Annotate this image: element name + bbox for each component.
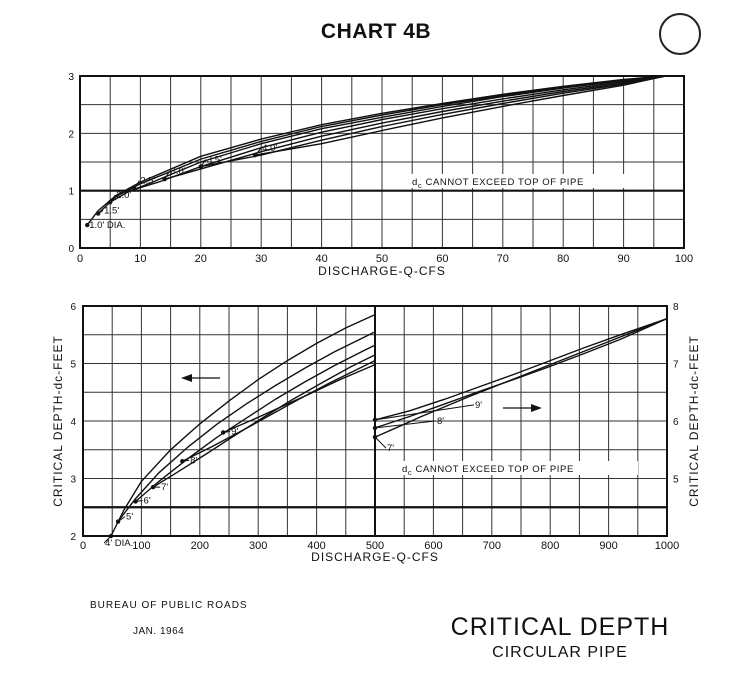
x-tick-label: 1000 [655, 540, 679, 552]
series-label-leader [164, 170, 170, 180]
series-label: 7' [161, 482, 168, 493]
series-label-leader [223, 431, 231, 433]
y-tick-label: 2 [70, 532, 76, 543]
x-tick-label: 600 [424, 540, 442, 552]
x-tick-label: 400 [307, 540, 325, 552]
series-label: 2.0' [116, 190, 131, 201]
series-label: 2.5' [140, 176, 155, 187]
x-tick-label: 0 [77, 253, 83, 265]
corner-circle-mark [659, 13, 701, 55]
series-label: 8' [437, 416, 444, 427]
series-label: 9' [231, 427, 238, 438]
footer-subtitle: CIRCULAR PIPE [492, 644, 628, 661]
y-tick-label: 1 [68, 187, 74, 198]
bottom-right-chart: 7' 8' 9' 600 700 800 900 1000 5 6 7 8 CRITICAL DEPTH… [372, 302, 701, 552]
date-label: JAN. 1964 [133, 626, 185, 637]
x-tick-label: 200 [191, 540, 209, 552]
y-tick-label: 5 [673, 475, 679, 486]
y-tick-label: 8 [673, 302, 679, 313]
y-axis-label: CRITICAL DEPTH-dc-FEET [51, 335, 65, 507]
x-tick-label: 0 [80, 540, 86, 552]
series-label: 4' DIA. [105, 538, 133, 549]
annotation-background [408, 174, 640, 188]
series-line [222, 363, 376, 434]
series-label-leader [374, 404, 475, 421]
series-label-leader [135, 500, 143, 502]
series-label: 3.0' [171, 166, 186, 177]
series-label-leader [374, 420, 437, 429]
x-tick-label: 100 [675, 253, 693, 265]
series-label: 9' [475, 400, 482, 411]
series-label-leader [97, 210, 104, 215]
series-line [374, 317, 668, 421]
y-tick-label: 6 [70, 302, 76, 313]
annotation-text: dc CANNOT EXCEED TOP OF PIPE [402, 464, 574, 477]
x-tick-label: 40 [315, 253, 327, 265]
series-label: 6' [144, 496, 151, 507]
chart-title: CHART 4B [320, 20, 432, 43]
x-tick-label: 300 [249, 540, 267, 552]
series-line [86, 75, 666, 226]
annotation-text: dc CANNOT EXCEED TOP OF PIPE [412, 177, 584, 190]
series-line [374, 317, 668, 429]
series-label-leader [254, 147, 262, 156]
y-tick-label: 0 [68, 244, 74, 255]
bureau-label: BUREAU OF PUBLIC ROADS [90, 600, 248, 611]
x-tick-label: 90 [617, 253, 629, 265]
series-label: 3.5' [207, 155, 222, 166]
series-line [134, 75, 666, 191]
series-label: 1.5' [104, 206, 119, 217]
series-line [255, 75, 667, 156]
annotation-background [398, 461, 638, 475]
x-tick-label: 20 [195, 253, 207, 265]
x-tick-label: 70 [497, 253, 509, 265]
series-label-leader [133, 180, 140, 190]
x-tick-label: 80 [557, 253, 569, 265]
series-line [135, 344, 376, 503]
direction-arrow-head [181, 374, 192, 382]
x-tick-label: 100 [132, 540, 150, 552]
series-line [109, 75, 666, 203]
series-label-leader [109, 194, 116, 203]
x-tick-label: 700 [483, 540, 501, 552]
y-tick-label: 7 [673, 360, 679, 371]
x-tick-label: 800 [541, 540, 559, 552]
series-label: 1.0' DIA. [89, 220, 125, 231]
series-label: 5' [126, 512, 133, 523]
y-tick-label: 4 [70, 417, 76, 428]
x-tick-label: 900 [599, 540, 617, 552]
bottom-left-chart: 4' DIA. 5' 6' 7' 8' 9' 0 100 200 300 400 500 2 3 4 5 6 DI… [51, 302, 439, 564]
x-tick-label: 60 [436, 253, 448, 265]
series-label-leader [182, 459, 190, 462]
plot-frame [79, 75, 685, 249]
series-label: 8' [190, 455, 197, 466]
x-tick-label: 10 [134, 253, 146, 265]
x-axis-label: DISCHARGE-Q-CFS [318, 264, 446, 278]
series-label: 7' [387, 443, 394, 454]
y-tick-label: 3 [70, 475, 76, 486]
series-label-leader [103, 535, 112, 544]
top-chart: 1.0' DIA.1.5'2.0'2.5'3.0'3.5'4.0'0 10 20 30… [68, 72, 693, 278]
x-tick-label: 500 [366, 540, 384, 552]
x-tick-label: 50 [376, 253, 388, 265]
y-tick-label: 2 [68, 129, 74, 140]
footer-title: CRITICAL DEPTH [450, 613, 670, 641]
y-axis-label: CRITICAL DEPTH-dc-FEET [687, 335, 701, 507]
series-line [110, 313, 376, 537]
series-line [152, 354, 376, 488]
series-label-leader [200, 159, 207, 167]
y-tick-label: 5 [70, 360, 76, 371]
direction-arrow-head [531, 404, 542, 412]
x-tick-label: 30 [255, 253, 267, 265]
series-label: 4.0' [262, 143, 277, 154]
series-label-leader [117, 516, 126, 523]
x-axis-label: DISCHARGE-Q-CFS [311, 550, 439, 564]
series-line [117, 331, 376, 523]
series-label-leader [374, 436, 387, 449]
series-line [181, 359, 376, 462]
y-tick-label: 6 [673, 417, 679, 428]
y-tick-label: 3 [68, 72, 74, 83]
